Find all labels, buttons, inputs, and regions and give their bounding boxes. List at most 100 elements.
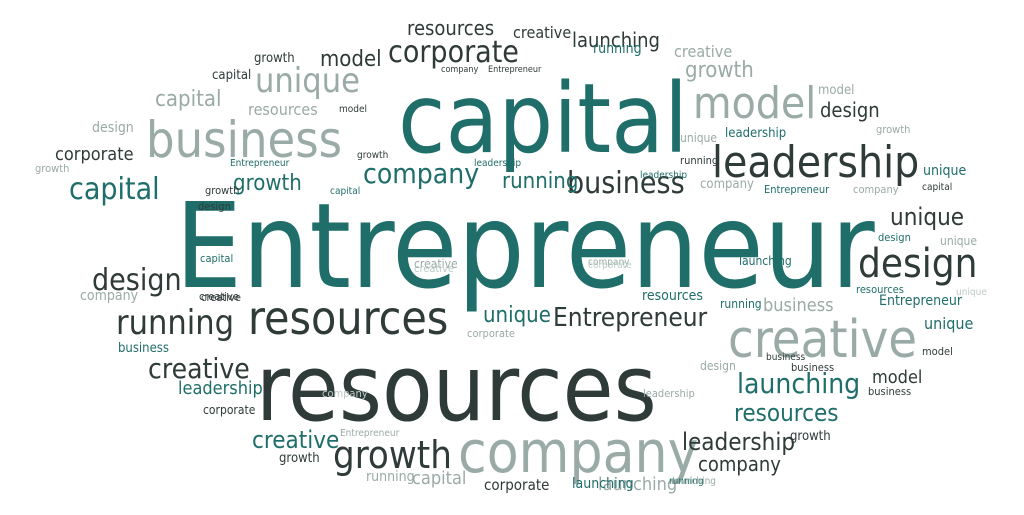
cloud-word-112: growth	[35, 162, 69, 175]
cloud-word-84: launching	[572, 476, 634, 492]
cloud-word-10: unique	[255, 61, 360, 101]
cloud-word-82: company	[588, 257, 630, 268]
cloud-word-47: capital	[200, 252, 233, 265]
cloud-word-44: design	[820, 98, 880, 122]
cloud-word-9: corporate	[388, 35, 519, 70]
cloud-word-111: running	[720, 297, 762, 311]
cloud-word-7: company	[458, 418, 699, 486]
cloud-word-70: company	[441, 65, 479, 75]
cloud-word-62: company	[700, 177, 754, 192]
cloud-word-37: resources	[248, 100, 318, 119]
cloud-word-20: design	[92, 263, 182, 298]
cloud-word-66: model	[339, 104, 367, 115]
cloud-word-38: leadership	[178, 378, 263, 399]
cloud-word-29: company	[698, 452, 781, 476]
cloud-word-75: unique	[680, 131, 717, 145]
cloud-word-80: capital	[922, 182, 952, 193]
cloud-word-40: creative	[513, 23, 571, 42]
cloud-word-11: design	[858, 241, 977, 287]
cloud-word-12: running	[116, 303, 234, 343]
cloud-word-4: model	[693, 78, 816, 129]
cloud-word-74: leadership	[725, 126, 786, 141]
cloud-word-21: resources	[734, 399, 839, 427]
cloud-word-55: resources	[642, 288, 703, 304]
cloud-word-45: unique	[924, 314, 974, 333]
cloud-word-41: model	[872, 367, 922, 388]
cloud-word-101: Entrepreneur	[340, 428, 400, 439]
cloud-word-96: growth	[279, 451, 320, 466]
cloud-word-23: leadership	[682, 428, 795, 456]
cloud-word-100: corporate	[484, 476, 549, 494]
cloud-word-72: running	[680, 154, 718, 167]
cloud-word-50: creative	[414, 257, 458, 271]
cloud-word-109: business	[868, 385, 911, 398]
cloud-word-58: business	[118, 341, 169, 356]
cloud-word-95: corporate	[588, 260, 632, 271]
cloud-word-30: resources	[407, 16, 494, 40]
cloud-word-97: running	[366, 469, 415, 485]
cloud-word-73: growth	[254, 51, 295, 66]
cloud-word-65: design	[198, 200, 231, 213]
cloud-word-57: capital	[330, 186, 360, 197]
cloud-word-39: launching	[598, 474, 677, 495]
cloud-word-99: launching	[672, 476, 716, 487]
cloud-word-13: business	[567, 166, 685, 201]
cloud-word-64: business	[766, 352, 806, 363]
cloud-word-18: company	[363, 157, 479, 190]
cloud-word-103: creative	[201, 291, 241, 304]
cloud-word-1: capital	[398, 63, 688, 175]
cloud-word-26: growth	[233, 171, 302, 196]
cloud-word-35: creative	[674, 42, 732, 61]
cloud-word-36: design	[92, 120, 134, 136]
cloud-word-51: growth	[205, 184, 239, 197]
cloud-word-56: growth	[357, 150, 388, 161]
cloud-word-67: creative	[199, 290, 239, 303]
cloud-word-32: corporate	[55, 144, 134, 165]
cloud-word-88: leadership	[643, 387, 695, 400]
cloud-word-92: unique	[956, 287, 987, 298]
cloud-word-69: corporate	[203, 403, 256, 417]
cloud-word-16: capital	[69, 172, 160, 207]
cloud-word-15: growth	[333, 433, 452, 477]
cloud-word-2: resources	[256, 335, 657, 442]
cloud-word-54: Entrepreneur	[230, 158, 290, 169]
cloud-word-59: leadership	[474, 158, 521, 169]
cloud-word-90: resources	[856, 283, 904, 296]
cloud-word-8: resources	[248, 291, 448, 345]
cloud-word-6: creative	[728, 310, 917, 370]
cloud-word-94: creative	[414, 262, 454, 275]
cloud-word-22: creative	[148, 352, 250, 385]
cloud-word-49: company	[80, 288, 139, 304]
cloud-word-110: model	[922, 345, 953, 358]
cloud-word-46: design	[700, 359, 736, 373]
cloud-word-5: leadership	[712, 137, 919, 188]
cloud-word-25: creative	[252, 426, 339, 454]
cloud-word-48: business	[763, 295, 834, 316]
cloud-word-61: Entrepreneur	[879, 293, 963, 309]
cloud-word-0: Entrepreneur	[175, 177, 875, 315]
cloud-word-19: unique	[890, 203, 964, 231]
cloud-word-107: leadership	[640, 170, 687, 181]
cloud-word-83: running	[669, 476, 704, 487]
cloud-word-24: model	[320, 47, 382, 72]
cloud-word-31: launching	[572, 28, 660, 52]
cloud-word-42: capital	[212, 68, 251, 83]
cloud-word-71: Entrepreneur	[488, 65, 542, 75]
cloud-word-108: growth	[790, 429, 831, 444]
cloud-word-76: Entrepreneur	[764, 183, 830, 196]
cloud-word-68: launching	[739, 254, 792, 268]
cloud-word-60: corporate	[467, 327, 515, 340]
cloud-word-93: company	[322, 387, 368, 400]
cloud-word-89: business	[791, 361, 834, 374]
cloud-word-43: capital	[412, 468, 466, 489]
cloud-word-14: launching	[737, 367, 860, 400]
cloud-word-81: design	[878, 231, 911, 244]
cloud-word-77: company	[853, 183, 899, 196]
cloud-word-63: running	[593, 41, 642, 57]
cloud-word-27: growth	[685, 58, 754, 83]
cloud-word-78: growth	[876, 123, 910, 136]
cloud-word-17: Entrepreneur	[553, 303, 708, 333]
cloud-word-53: unique	[923, 163, 966, 179]
